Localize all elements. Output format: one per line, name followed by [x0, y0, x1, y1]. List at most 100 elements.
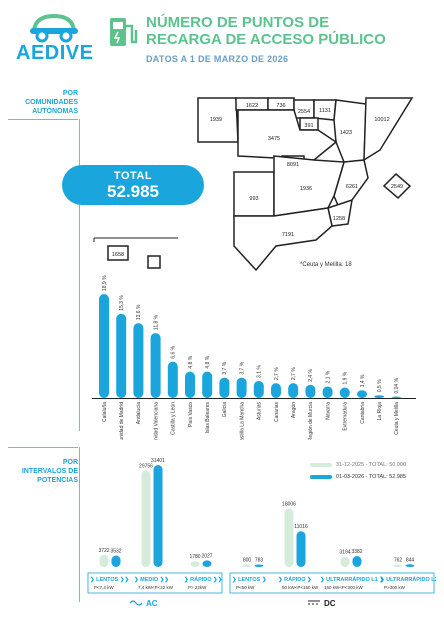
dc-category-range: P<50 kW [236, 585, 255, 590]
map-value-baleares: 2549 [391, 184, 403, 190]
bar [339, 387, 350, 398]
bar-value-label: 6,6 % [171, 345, 177, 358]
section-label-power: POR INTERVALOS DE POTENCIAS [6, 458, 78, 485]
bar-value-label: 3,7 % [222, 361, 228, 374]
bar-new [202, 560, 212, 567]
dc-symbol-icon [308, 600, 320, 605]
ac-category-range: 7,4 kW<P<22 kW [138, 585, 174, 590]
bar-value-label: 800 [243, 557, 252, 563]
ceuta-melilla-footnote: *Ceuta y Melilla: 18 [300, 262, 352, 268]
dc-category-range: P>300 kW [384, 585, 406, 590]
bar-old [190, 561, 200, 567]
region-baleares [382, 172, 412, 200]
ac-wave-icon [129, 600, 143, 606]
title-line-2: RECARGA DE ACCESO PÚBLICO [146, 31, 386, 48]
bar-new [296, 531, 306, 567]
region-canarias-west [107, 245, 129, 261]
bar [236, 377, 247, 398]
bar-value-label: 3722 [98, 548, 109, 554]
category-label: Castilla La Mancha [239, 402, 245, 440]
bar-old [99, 554, 109, 567]
bar-value-label: 2,7 % [274, 367, 280, 380]
category-label: La Rioja [377, 402, 383, 421]
section-power-line-3: POTENCIAS [37, 477, 78, 484]
dc-group-label: DC [324, 599, 336, 608]
category-label: Islas Baleares [205, 402, 211, 434]
map-value-canarias: 1658 [112, 252, 124, 258]
category-label: Comunidad Valenciana [153, 402, 159, 440]
dc-category-name: ❯ ULTRARRÁPIDO L2 ❯ [380, 576, 436, 583]
ac-group-label: AC [146, 599, 158, 608]
bar-value-label: 31401 [151, 458, 165, 464]
bar-value-label: 1780 [189, 554, 200, 560]
legend: 31-12-2025 - TOTAL: 50.000 01-03-2026 - … [310, 462, 430, 480]
map-value-la-rioja: 391 [304, 123, 313, 129]
bar [202, 371, 213, 398]
bar-value-label: 0,5 % [377, 379, 383, 392]
region-cataluna [363, 97, 414, 162]
category-label: Andalucía [136, 402, 142, 424]
bar-new [153, 465, 163, 567]
bar-old [284, 508, 294, 567]
region-andalucia [233, 207, 333, 272]
map-value-extremadura: 993 [249, 196, 258, 202]
bar-value-label: 0,04 % [394, 377, 400, 393]
ac-category-range: P<7,4 kW [94, 585, 114, 590]
bar-value-label: 3194 [339, 550, 350, 556]
section-label-ccaa: POR COMUNIDADES AUTÓNOMAS [6, 89, 78, 116]
map-value-galicia: 1939 [210, 117, 222, 123]
category-label: Comunidad de Madrid [119, 402, 125, 440]
bar [374, 395, 385, 398]
category-label: Región de Murcia [308, 402, 314, 440]
ac-category-range: P> 22kW [188, 585, 207, 590]
section-power-line-1: POR [62, 459, 78, 466]
category-label: Ceuta y Melilla [394, 402, 400, 435]
legend-swatch-old [310, 463, 332, 467]
legend-item-old: 31-12-2025 - TOTAL: 50.000 [310, 462, 430, 468]
bar-new [111, 555, 121, 567]
logo-text: AEDIVE [16, 42, 94, 64]
bar-value-label: 3,7 % [239, 361, 245, 374]
section-divider-2 [8, 447, 78, 448]
bar-value-label: 4,8 % [205, 355, 211, 368]
category-label: Galicia [222, 402, 228, 418]
bar [99, 294, 109, 398]
bar-value-label: 1,9 % [343, 371, 349, 384]
bar-value-label: 2,7 % [291, 367, 297, 380]
bar-value-label: 4,8 % [188, 355, 194, 368]
bar-value-label: 1,4 % [360, 374, 366, 387]
data-date: DATOS A 1 DE MARZO DE 2026 [146, 54, 289, 64]
region-extremadura [233, 171, 275, 217]
bar-value-label: 3382 [351, 549, 362, 555]
dc-category-name: ❯ ULTRARRÁPIDO L1 ❯ [320, 576, 384, 583]
map-value-cantabria: 736 [276, 103, 285, 109]
spain-map: 1622 736 2554 1131 391 1939 3475 1423 10… [197, 97, 414, 272]
bar-old [141, 470, 151, 567]
map-value-andalucia: 7191 [282, 232, 294, 238]
ac-category-box [87, 572, 223, 594]
bar [133, 323, 144, 398]
legend-label-old: 31-12-2025 - TOTAL: 50.000 [336, 462, 407, 468]
aedive-logo-icon [30, 13, 78, 43]
region-canarias-east [147, 255, 161, 269]
legend-swatch-new [310, 475, 332, 479]
bar-value-label: 783 [255, 557, 264, 563]
category-label: Extremadura [343, 402, 349, 431]
ac-category-name: ❯ RÁPIDO ❯❯ [184, 576, 223, 583]
bar [391, 396, 402, 398]
category-label: Asturias [257, 402, 263, 421]
bar-value-label: 11016 [294, 524, 308, 530]
section-ccaa-line-3: AUTÓNOMAS [32, 108, 78, 115]
bar-value-label: 11,8 % [153, 314, 159, 330]
map-value-castilla-mancha: 1936 [300, 186, 312, 192]
bar-old [242, 564, 252, 567]
category-label: Cataluña [102, 402, 108, 422]
dc-category-range: 50 kW<P<150 kW [282, 585, 319, 590]
bar-value-label: 2027 [201, 553, 212, 559]
category-label: Castilla y León [171, 402, 177, 435]
category-label: Canarias [274, 402, 280, 423]
bar-value-label: 3,1 % [257, 365, 263, 378]
map-value-cataluna: 10012 [374, 117, 389, 123]
total-value: 52.985 [107, 182, 159, 201]
